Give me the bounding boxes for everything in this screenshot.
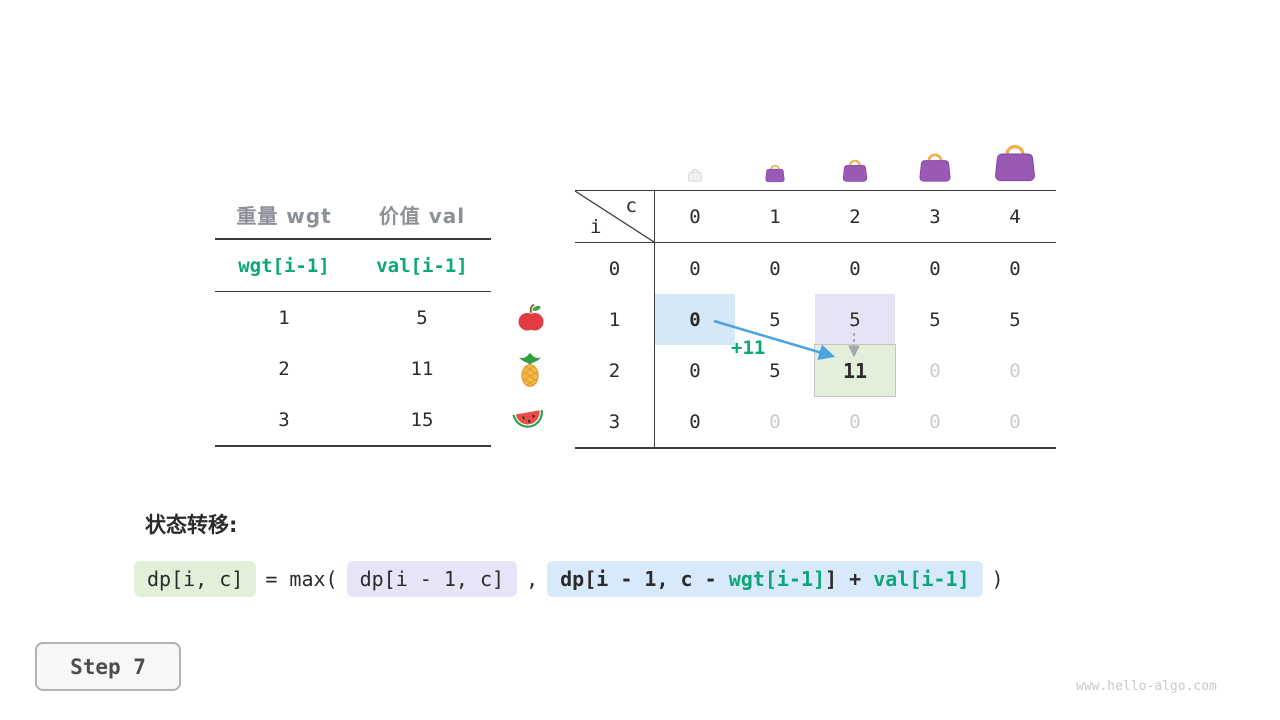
dp-header-row: c i 0 1 2 3 4 [575,191,1056,243]
dp-cell: 0 [689,410,701,433]
dp-row-2: 2 0 5 11 0 0 [575,344,1056,397]
formula-option2-part3: ] + [825,567,874,591]
item-wgt: 2 [278,357,290,380]
dp-col-header: 4 [1009,205,1021,228]
dp-row-3: 3 0 0 0 0 0 [575,396,1056,447]
apple-icon [516,303,546,333]
wgt-subheader: wgt[i-1] [238,254,330,277]
item-row: 3 15 [215,394,491,445]
formula-eq-max: = max( [265,567,338,591]
dp-cell-source-highlight: 0 [655,294,735,345]
dp-table: c i 0 1 2 3 4 0 0 0 0 0 0 1 0 5 5 5 5 2 [575,190,1056,449]
formula-close-paren: ) [991,567,1004,591]
formula-option2-wgt: wgt[i-1] [728,567,826,591]
bag-icon-capacity-2 [841,156,869,183]
dp-col-header: 0 [689,205,701,228]
dp-cell: 0 [689,359,701,382]
dp-col-header: 2 [849,205,861,228]
dp-row-1: 1 0 5 5 5 5 [575,294,1056,345]
dp-row-label: 0 [575,243,655,294]
dp-cell: 0 [849,410,861,433]
dp-cell: 5 [1009,308,1021,331]
item-wgt: 3 [278,408,290,431]
dp-cell: 0 [929,410,941,433]
dp-cell: 0 [849,257,861,280]
dp-cell: 0 [1009,410,1021,433]
bag-icon-capacity-3 [917,149,953,183]
dp-col-header: 3 [929,205,941,228]
dp-row-label: 3 [575,396,655,447]
dp-cell: 5 [769,359,781,382]
bag-icon-capacity-4 [992,139,1038,183]
diagonal-divider [575,191,654,242]
transition-formula: dp[i, c] = max( dp[i - 1, c] , dp[i - 1,… [134,561,1004,597]
dp-col-header: 1 [769,205,781,228]
dp-cell: 0 [689,257,701,280]
transition-title: 状态转移: [145,513,238,537]
dp-cell: 0 [769,257,781,280]
dp-cell: 0 [1009,257,1021,280]
dp-cell: 5 [769,308,781,331]
item-row: 1 5 [215,292,491,343]
dp-cell: 0 [929,359,941,382]
add-value-label: +11 [731,337,766,359]
formula-lhs-box: dp[i, c] [134,561,257,597]
watermelon-icon [510,405,548,435]
corner-row-label: i [590,216,602,238]
dp-row-label: 2 [575,345,655,396]
item-wgt: 1 [278,306,290,329]
dp-cell: 0 [769,410,781,433]
formula-option2-val: val[i-1] [873,567,970,591]
step-badge: Step 7 [35,642,181,691]
pineapple-icon [515,352,545,388]
formula-option2-part1: dp[i - 1, c - [560,567,729,591]
item-row: 2 11 [215,343,491,394]
wgt-column-header: 重量 wgt [236,203,332,228]
corner-col-label: c [625,195,637,217]
item-table: 重量 wgt 价值 val wgt[i-1] val[i-1] 1 5 2 11… [215,190,491,447]
formula-separator: , [526,567,539,591]
bag-icon-capacity-0 [687,167,703,182]
item-val: 11 [410,357,434,380]
watermark: www.hello-algo.com [1076,679,1217,694]
dp-cell: 0 [929,257,941,280]
dp-corner-cell: c i [575,191,655,242]
item-val: 15 [410,408,434,431]
dp-cell-current-highlight: 11 [814,344,896,397]
dp-cell-above-highlight: 5 [815,294,895,345]
formula-option2-box: dp[i - 1, c - wgt[i-1]] + val[i-1] [547,561,983,597]
dp-row-0: 0 0 0 0 0 0 [575,243,1056,294]
bag-icon-capacity-1 [764,162,786,183]
val-column-header: 价值 val [378,203,466,228]
item-table-subheader-row: wgt[i-1] val[i-1] [215,240,491,292]
dp-cell: 0 [1009,359,1021,382]
formula-option1-box: dp[i - 1, c] [346,561,518,597]
item-table-header-row: 重量 wgt 价值 val [215,190,491,240]
item-val: 5 [416,306,428,329]
val-subheader: val[i-1] [376,254,468,277]
dp-cell: 5 [929,308,941,331]
dp-row-label: 1 [575,294,655,345]
